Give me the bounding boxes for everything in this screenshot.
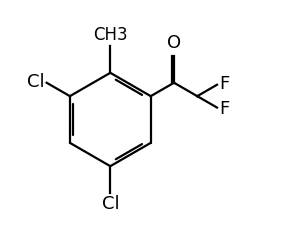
Text: F: F <box>219 100 230 118</box>
Text: F: F <box>219 75 230 92</box>
Text: O: O <box>167 34 181 52</box>
Text: Cl: Cl <box>101 195 119 213</box>
Text: Cl: Cl <box>27 73 44 91</box>
Text: CH3: CH3 <box>93 26 128 44</box>
